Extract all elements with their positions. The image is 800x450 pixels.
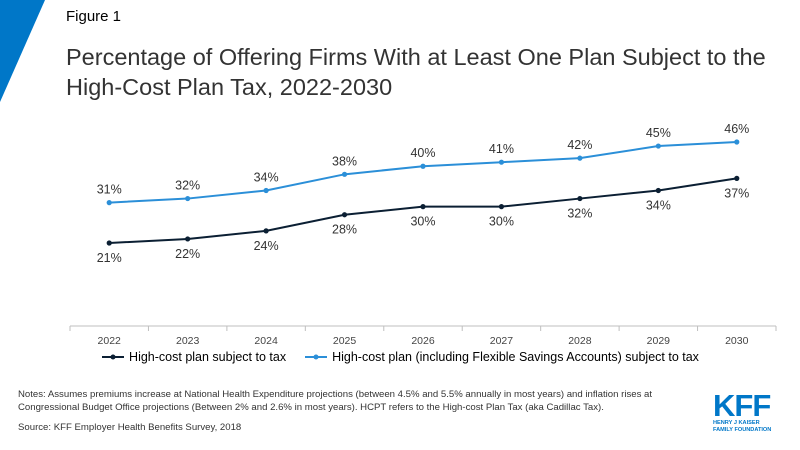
- data-label-series-1: 30%: [489, 215, 514, 229]
- data-point-series-2: [577, 155, 583, 161]
- data-point-series-1: [106, 240, 112, 246]
- data-point-series-2: [341, 171, 348, 177]
- data-point-series-1: [420, 204, 426, 210]
- x-tick-label: 2028: [568, 335, 592, 345]
- data-label-series-1: 22%: [175, 247, 200, 261]
- logo-main-text: KFF: [713, 388, 771, 423]
- data-label-series-1: 21%: [97, 251, 122, 265]
- data-label-series-2: 42%: [567, 138, 592, 152]
- data-label-series-1: 34%: [646, 198, 671, 212]
- x-tick-label: 2030: [725, 335, 749, 345]
- legend-label-series-2: High-cost plan (including Flexible Savin…: [332, 350, 699, 364]
- data-label-series-2: 45%: [646, 126, 671, 140]
- chart-legend: High-cost plan subject to tax High-cost …: [0, 350, 800, 364]
- data-point-series-2: [263, 187, 269, 194]
- data-point-series-2: [420, 163, 426, 169]
- legend-item-series-2: High-cost plan (including Flexible Savin…: [304, 350, 699, 364]
- data-point-series-2: [106, 200, 112, 206]
- data-label-series-1: 37%: [724, 186, 749, 200]
- logo-sub-text-1: HENRY J KAISER: [713, 420, 760, 426]
- data-label-series-2: 40%: [410, 146, 435, 160]
- data-label-series-2: 34%: [254, 170, 279, 184]
- chart-title: Percentage of Offering Firms With at Lea…: [66, 44, 766, 100]
- data-point-series-2: [498, 159, 505, 165]
- data-label-series-2: 38%: [332, 154, 357, 168]
- data-point-series-2: [655, 143, 661, 149]
- chart-notes: Notes: Assumes premiums increase at Nati…: [18, 389, 653, 413]
- data-label-series-2: 46%: [724, 122, 749, 136]
- figure-label: Figure 1: [66, 8, 122, 25]
- x-tick-label: 2023: [176, 335, 200, 345]
- data-label-series-1: 24%: [254, 239, 279, 253]
- data-point-series-1: [498, 204, 505, 210]
- legend-swatch-series-2: [305, 354, 328, 360]
- data-point-series-1: [655, 187, 661, 194]
- x-tick-label: 2026: [411, 335, 435, 345]
- data-label-series-1: 32%: [567, 207, 592, 221]
- x-tick-label: 2025: [333, 335, 357, 345]
- data-label-series-2: 31%: [97, 183, 122, 197]
- data-point-series-1: [734, 175, 740, 181]
- data-point-series-2: [734, 139, 740, 145]
- chart-source: Source: KFF Employer Health Benefits Sur…: [18, 422, 242, 433]
- legend-item-series-1: High-cost plan subject to tax: [101, 350, 286, 364]
- x-tick-label: 2022: [98, 335, 122, 345]
- data-label-series-2: 41%: [489, 142, 514, 156]
- data-point-series-1: [185, 236, 191, 242]
- data-label-series-1: 30%: [410, 215, 435, 229]
- x-tick-label: 2029: [647, 335, 671, 345]
- legend-swatch-series-1: [102, 354, 125, 360]
- corner-accent: [0, 0, 45, 102]
- x-tick-label: 2024: [254, 335, 278, 345]
- x-tick-label: 2027: [490, 335, 514, 345]
- data-point-series-1: [263, 228, 269, 234]
- data-label-series-1: 28%: [332, 223, 357, 237]
- data-point-series-1: [577, 195, 583, 202]
- logo-sub-text-2: FAMILY FOUNDATION: [713, 426, 772, 433]
- data-label-series-2: 32%: [175, 179, 200, 193]
- line-chart: 2022 2023 2024 2025 2026 2027 2028 2029 2030 21% 2…: [69, 122, 777, 345]
- data-point-series-1: [341, 212, 348, 218]
- data-point-series-2: [185, 195, 191, 202]
- legend-label-series-1: High-cost plan subject to tax: [129, 350, 287, 364]
- series-line-1: [109, 177, 737, 244]
- kff-logo: KFF HENRY J KAISER FAMILY FOUNDATION: [713, 388, 793, 433]
